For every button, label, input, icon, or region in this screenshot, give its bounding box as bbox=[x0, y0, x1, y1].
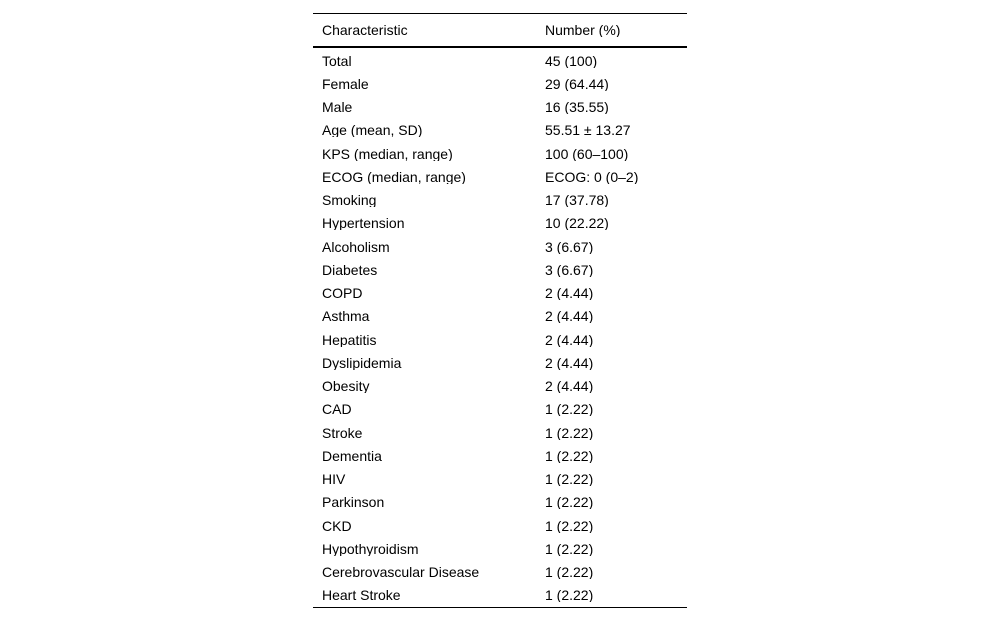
table-row: ECOG (median, range) ECOG: 0 (0–2) bbox=[313, 165, 687, 188]
characteristic-cell: Diabetes bbox=[322, 262, 378, 277]
number-cell: 3 (6.67) bbox=[545, 239, 594, 254]
characteristic-cell: HIV bbox=[322, 472, 346, 487]
number-cell: 55.51 ± 13.27 bbox=[545, 123, 631, 138]
number-cell: 1 (2.22) bbox=[545, 588, 594, 603]
table-row: Hepatitis 2 (4.44) bbox=[313, 328, 687, 351]
characteristic-cell: Hypothyroidism bbox=[322, 541, 419, 556]
table-row: Smoking 17 (37.78) bbox=[313, 189, 687, 212]
table-row: Cerebrovascular Disease 1 (2.22) bbox=[313, 561, 687, 584]
characteristic-cell: Parkinson bbox=[322, 495, 385, 510]
table-row: Parkinson 1 (2.22) bbox=[313, 491, 687, 514]
table-body: Total 45 (100) Female 29 (64.44) Male 16… bbox=[313, 48, 687, 607]
number-cell: 17 (37.78) bbox=[545, 193, 609, 208]
column-header-number: Number (%) bbox=[545, 23, 621, 37]
characteristic-cell: Female bbox=[322, 76, 369, 91]
table-row: Diabetes 3 (6.67) bbox=[313, 258, 687, 281]
characteristic-cell: CAD bbox=[322, 402, 352, 417]
number-cell: 1 (2.22) bbox=[545, 472, 594, 487]
table-row: Dyslipidemia 2 (4.44) bbox=[313, 351, 687, 374]
number-cell: 2 (4.44) bbox=[545, 286, 594, 301]
number-cell: 1 (2.22) bbox=[545, 402, 594, 417]
number-cell: 2 (4.44) bbox=[545, 332, 594, 347]
table-row: Obesity 2 (4.44) bbox=[313, 375, 687, 398]
characteristic-cell: Hypertension bbox=[322, 216, 405, 231]
number-cell: 16 (35.55) bbox=[545, 100, 609, 115]
number-cell: 29 (64.44) bbox=[545, 76, 609, 91]
characteristic-cell: Dyslipidemia bbox=[322, 355, 402, 370]
table-row: CKD 1 (2.22) bbox=[313, 514, 687, 537]
table-row: KPS (median, range) 100 (60–100) bbox=[313, 142, 687, 165]
table-row: Dementia 1 (2.22) bbox=[313, 444, 687, 467]
number-cell: 10 (22.22) bbox=[545, 216, 609, 231]
table-row: CAD 1 (2.22) bbox=[313, 398, 687, 421]
characteristic-cell: Age (mean, SD) bbox=[322, 123, 423, 138]
characteristic-cell: Dementia bbox=[322, 448, 382, 463]
characteristic-cell: Hepatitis bbox=[322, 332, 377, 347]
number-cell: 45 (100) bbox=[545, 53, 598, 68]
table-row: Hypothyroidism 1 (2.22) bbox=[313, 537, 687, 560]
number-cell: 1 (2.22) bbox=[545, 495, 594, 510]
number-cell: 1 (2.22) bbox=[545, 565, 594, 580]
characteristic-cell: KPS (median, range) bbox=[322, 146, 453, 161]
table-row: Heart Stroke 1 (2.22) bbox=[313, 584, 687, 607]
table-row: COPD 2 (4.44) bbox=[313, 282, 687, 305]
number-cell: 1 (2.22) bbox=[545, 448, 594, 463]
number-cell: 3 (6.67) bbox=[545, 262, 594, 277]
table-row: Total 45 (100) bbox=[313, 49, 687, 72]
table-row: Asthma 2 (4.44) bbox=[313, 305, 687, 328]
characteristic-cell: Asthma bbox=[322, 309, 370, 324]
table-row: Female 29 (64.44) bbox=[313, 72, 687, 95]
column-header-characteristic: Characteristic bbox=[322, 23, 408, 37]
number-cell: 2 (4.44) bbox=[545, 309, 594, 324]
characteristic-cell: Stroke bbox=[322, 425, 363, 440]
characteristic-cell: Obesity bbox=[322, 379, 370, 394]
characteristic-cell: CKD bbox=[322, 518, 352, 533]
characteristic-cell: Smoking bbox=[322, 193, 377, 208]
table-row: Age (mean, SD) 55.51 ± 13.27 bbox=[313, 119, 687, 142]
number-cell: 1 (2.22) bbox=[545, 541, 594, 556]
table-row: Hypertension 10 (22.22) bbox=[313, 212, 687, 235]
characteristic-cell: ECOG (median, range) bbox=[322, 169, 466, 184]
number-cell: 1 (2.22) bbox=[545, 425, 594, 440]
characteristic-cell: Heart Stroke bbox=[322, 588, 401, 603]
characteristic-cell: Male bbox=[322, 100, 353, 115]
table-row: Alcoholism 3 (6.67) bbox=[313, 235, 687, 258]
number-cell: 2 (4.44) bbox=[545, 379, 594, 394]
table-row: Male 16 (35.55) bbox=[313, 96, 687, 119]
characteristic-cell: Cerebrovascular Disease bbox=[322, 565, 480, 580]
table-header-row: Characteristic Number (%) bbox=[313, 14, 687, 48]
characteristics-table: Characteristic Number (%) Total 45 (100)… bbox=[313, 13, 687, 608]
characteristic-cell: Total bbox=[322, 53, 352, 68]
number-cell: ECOG: 0 (0–2) bbox=[545, 169, 639, 184]
number-cell: 1 (2.22) bbox=[545, 518, 594, 533]
number-cell: 2 (4.44) bbox=[545, 355, 594, 370]
number-cell: 100 (60–100) bbox=[545, 146, 629, 161]
characteristic-cell: Alcoholism bbox=[322, 239, 390, 254]
table-row: Stroke 1 (2.22) bbox=[313, 421, 687, 444]
table-row: HIV 1 (2.22) bbox=[313, 468, 687, 491]
characteristic-cell: COPD bbox=[322, 286, 363, 301]
